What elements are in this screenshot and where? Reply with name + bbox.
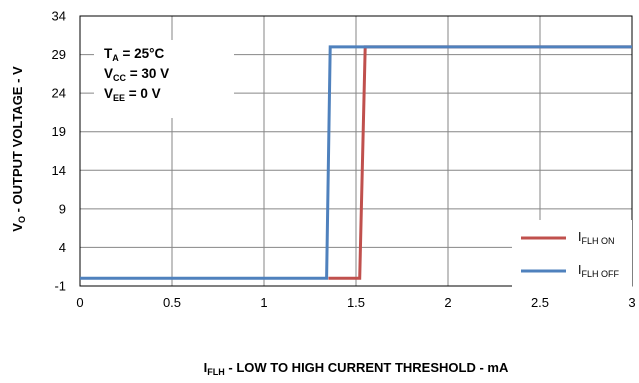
x-tick-label: 2 — [444, 295, 451, 310]
annotation-line: VEE = 0 V — [104, 86, 161, 103]
plot-border — [79, 15, 633, 287]
y-tick-label: 19 — [52, 124, 66, 139]
y-tick-label: 29 — [52, 47, 66, 62]
x-tick-label: 0 — [76, 295, 83, 310]
y-tick-label: 9 — [59, 201, 66, 216]
annotation-line: TA = 25°C — [104, 46, 165, 63]
annotation-line: VCC = 30 V — [104, 66, 169, 83]
y-tick-label: -1 — [54, 279, 66, 294]
legend-label: IFLH OFF — [578, 263, 619, 279]
tick-labels: 0 0.5 1 1.5 2 2.5 3 -1 4 9 14 19 24 29 34 — [52, 9, 636, 311]
y-tick-label: 24 — [52, 86, 66, 101]
series-layer — [80, 45, 632, 280]
annotation-subscript: A — [112, 53, 119, 63]
legend-label: IFLH ON — [578, 230, 615, 246]
y-tick-label: 4 — [59, 240, 66, 255]
legend-label-main: I — [578, 230, 581, 244]
x-tick-label: 2.5 — [531, 295, 549, 310]
annotation-subscript: EE — [113, 93, 125, 103]
x-tick-label: 0.5 — [163, 295, 181, 310]
annotation-symbol: V — [104, 66, 113, 81]
annotation-symbol: T — [104, 46, 113, 61]
x-tick-label: 3 — [628, 295, 635, 310]
legend-box — [512, 220, 632, 296]
y-axis-title-rest: - OUTPUT VOLTAGE - V — [10, 66, 25, 216]
legend-label-main: I — [578, 263, 581, 277]
y-tick-label: 34 — [52, 9, 66, 24]
legend-label-sub: FLH OFF — [581, 269, 619, 279]
series-line-flh-off — [80, 45, 632, 280]
x-axis-title-sub: FLH — [207, 367, 225, 377]
x-tick-label: 1 — [260, 295, 267, 310]
x-axis-title: IFLH - LOW TO HIGH CURRENT THRESHOLD - m… — [204, 360, 509, 377]
legend-label-sub: FLH ON — [581, 236, 614, 246]
y-tick-label: 14 — [52, 163, 66, 178]
annotation-subscript: CC — [113, 73, 126, 83]
annotation-value: = 30 V — [126, 66, 169, 81]
x-tick-label: 1.5 — [347, 295, 365, 310]
x-axis-title-main: I — [204, 360, 208, 375]
y-axis-title-sub: O — [17, 216, 27, 223]
annotation-box — [94, 40, 234, 118]
x-axis-title-rest: - LOW TO HIGH CURRENT THRESHOLD - mA — [225, 360, 509, 375]
annotation-value: = 0 V — [125, 86, 161, 101]
annotation-value: = 25°C — [119, 46, 165, 61]
y-axis-title-main: V — [10, 223, 25, 232]
y-axis-title: VO - OUTPUT VOLTAGE - V — [10, 66, 27, 232]
annotation-symbol: V — [104, 86, 113, 101]
